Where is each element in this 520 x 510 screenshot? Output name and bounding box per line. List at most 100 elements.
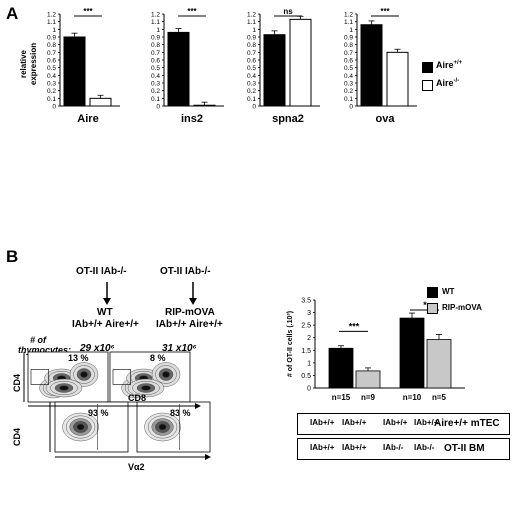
y-tick-label-spna2-8: 0.8 [247, 42, 256, 49]
pct-bottom-left: 93 % [88, 408, 109, 418]
y-tick-label-ins2-6: 0.6 [151, 58, 160, 65]
flow-bottom-left-contour-0-0 [76, 423, 85, 430]
y-tick-label-Aire-2: 0.2 [47, 88, 56, 95]
y-tick-label-ins2-7: 0.7 [151, 50, 160, 57]
legend-label-aire-wt: Aire+/+ [436, 60, 463, 70]
scheme-left-top: OT-II IAb-/- [76, 266, 127, 277]
panel-b-y-tick-label-0: 0 [307, 386, 311, 393]
x-label-ins2: ins2 [181, 113, 203, 125]
y-tick-label-Aire-12: 1.2 [47, 12, 56, 19]
flow-top-right-gate [112, 369, 131, 385]
panel-a-letter: A [6, 4, 19, 23]
y-tick-label-ins2-5: 0.5 [151, 65, 160, 72]
y-tick-label-Aire-11: 1.1 [47, 19, 56, 26]
y-tick-label-ins2-2: 0.2 [151, 88, 160, 95]
table-cell-row2_cells-2: IAb-/- [383, 443, 404, 452]
y-tick-label-Aire-8: 0.8 [47, 42, 56, 49]
bar-spna2-0 [263, 34, 286, 107]
sig-label-Aire: *** [83, 7, 93, 16]
y-tick-label-spna2-5: 0.5 [247, 65, 256, 72]
bar-Aire-1 [89, 97, 112, 107]
bar-ova-0 [360, 24, 383, 107]
x-label-ova: ova [376, 113, 396, 125]
y-tick-label-Aire-9: 0.9 [47, 35, 56, 42]
y-tick-label-Aire-7: 0.7 [47, 50, 56, 57]
panel-b-y-tick-label-6: 3 [307, 310, 311, 317]
scheme-left-mid: WT [97, 307, 113, 318]
y-tick-label-ins2-12: 1.2 [151, 12, 160, 19]
flow-plots [23, 351, 211, 460]
flow-top-left-contour-2-0 [80, 371, 88, 378]
table-cell-row1_cells-1: IAb+/+ [342, 418, 367, 427]
axis-cd4-top: CD4 [12, 373, 23, 393]
panel-b-y-tick-label-3: 1.5 [301, 348, 311, 355]
scheme-right-top: OT-II IAb-/- [160, 266, 211, 277]
y-tick-label-spna2-0: 0 [252, 104, 256, 111]
table-cell-row1_cells-3: IAb+/+ [414, 418, 439, 427]
bar-Aire-0 [63, 36, 86, 107]
y-tick-label-ova-4: 0.4 [344, 73, 353, 80]
y-tick-label-ins2-8: 0.8 [151, 42, 160, 49]
y-tick-label-ins2-11: 1.1 [151, 19, 160, 26]
y-tick-label-spna2-3: 0.3 [247, 81, 256, 88]
y-tick-label-ins2-4: 0.4 [151, 73, 160, 80]
table-row-mtec-label: Aire+/+ mTEC [434, 418, 500, 429]
y-tick-label-Aire-6: 0.6 [47, 58, 56, 65]
y-tick-label-spna2-1: 0.1 [247, 96, 256, 103]
table-cell-row2_cells-3: IAb-/- [414, 443, 435, 452]
y-tick-label-ova-6: 0.6 [344, 58, 353, 65]
y-tick-label-spna2-2: 0.2 [247, 88, 256, 95]
legend-label-ripmova: RIP-mOVA [442, 303, 482, 312]
y-tick-label-Aire-1: 0.1 [47, 96, 56, 103]
y-tick-label-ova-0: 0 [349, 104, 353, 111]
x-label-Aire: Aire [77, 113, 98, 125]
table-cell-row2_cells-0: IAb+/+ [310, 443, 335, 452]
panel-b-y-label: # of OT-II cells (.10³) [287, 311, 294, 377]
y-tick-label-spna2-6: 0.6 [247, 58, 256, 65]
flow-top-left-contour-3-0 [59, 385, 69, 391]
legend-swatch-aire-wt [422, 62, 433, 73]
y-tick-label-ins2-9: 0.9 [151, 35, 160, 42]
y-tick-label-ova-8: 0.8 [344, 42, 353, 49]
bar-ins2-1 [193, 104, 216, 107]
flow-bottom-right-contour-0-0 [158, 423, 167, 430]
x-label-spna2: spna2 [272, 113, 304, 125]
panel-b-chart: 0 0.5 1 1.5 2 2.5 3 3.5 # of OT-II cells (.10³) *… [287, 298, 465, 402]
table-cell-row1_cells-0: IAb+/+ [310, 418, 335, 427]
panel-b-y-tick-label-5: 2.5 [301, 323, 311, 330]
y-tick-label-spna2-11: 1.1 [247, 19, 256, 26]
thymocyte-label-1: # of [30, 335, 47, 345]
scheme-arrows [103, 282, 197, 305]
y-tick-label-ins2-1: 0.1 [151, 96, 160, 103]
legend-label-wt: WT [442, 287, 455, 296]
panel-b-n-label-0: n=15 [332, 393, 351, 402]
y-tick-label-ova-2: 0.2 [344, 88, 353, 95]
panel-b-y-tick-label-4: 2 [307, 335, 311, 342]
pct-top-left: 13 % [68, 353, 89, 363]
flow-top-right-contour-3-0 [141, 385, 151, 391]
legend-label-aire-ko: Aire-/- [436, 78, 460, 88]
axis-cd8: CD8 [128, 393, 147, 403]
y-tick-label-spna2-10: 1 [252, 27, 256, 34]
panel-b-y-tick-label-1: 0.5 [301, 373, 311, 380]
axis-arrowhead-va2 [205, 454, 211, 460]
scheme-right-mid: RIP-mOVA [165, 307, 215, 318]
y-tick-label-Aire-10: 1 [52, 27, 56, 34]
sig-label-spna2: ns [283, 7, 293, 16]
thymocyte-count-right: 31 x10⁶ [162, 343, 197, 354]
panel-b-n-label-2: n=10 [403, 393, 422, 402]
axis-arrowhead-cd8 [195, 403, 201, 409]
y-tick-label-ins2-0: 0 [156, 104, 160, 111]
sig-label-ins2: *** [187, 7, 197, 16]
y-label-a-1: relative [19, 49, 28, 78]
panel-b-bar-0-1 [355, 370, 381, 389]
y-label-a-2: expression [29, 43, 38, 85]
sig-label-ova: *** [380, 7, 390, 16]
y-tick-label-Aire-3: 0.3 [47, 81, 56, 88]
y-tick-label-ova-9: 0.9 [344, 35, 353, 42]
y-tick-label-ova-12: 1.2 [344, 12, 353, 19]
axis-va2: Vα2 [128, 462, 145, 472]
table-row-bm: OT-II BM [297, 438, 510, 460]
panel-b-sig-0: *** [349, 321, 360, 331]
scheme-left-bottom: IAb+/+ Aire+/+ [72, 319, 139, 330]
